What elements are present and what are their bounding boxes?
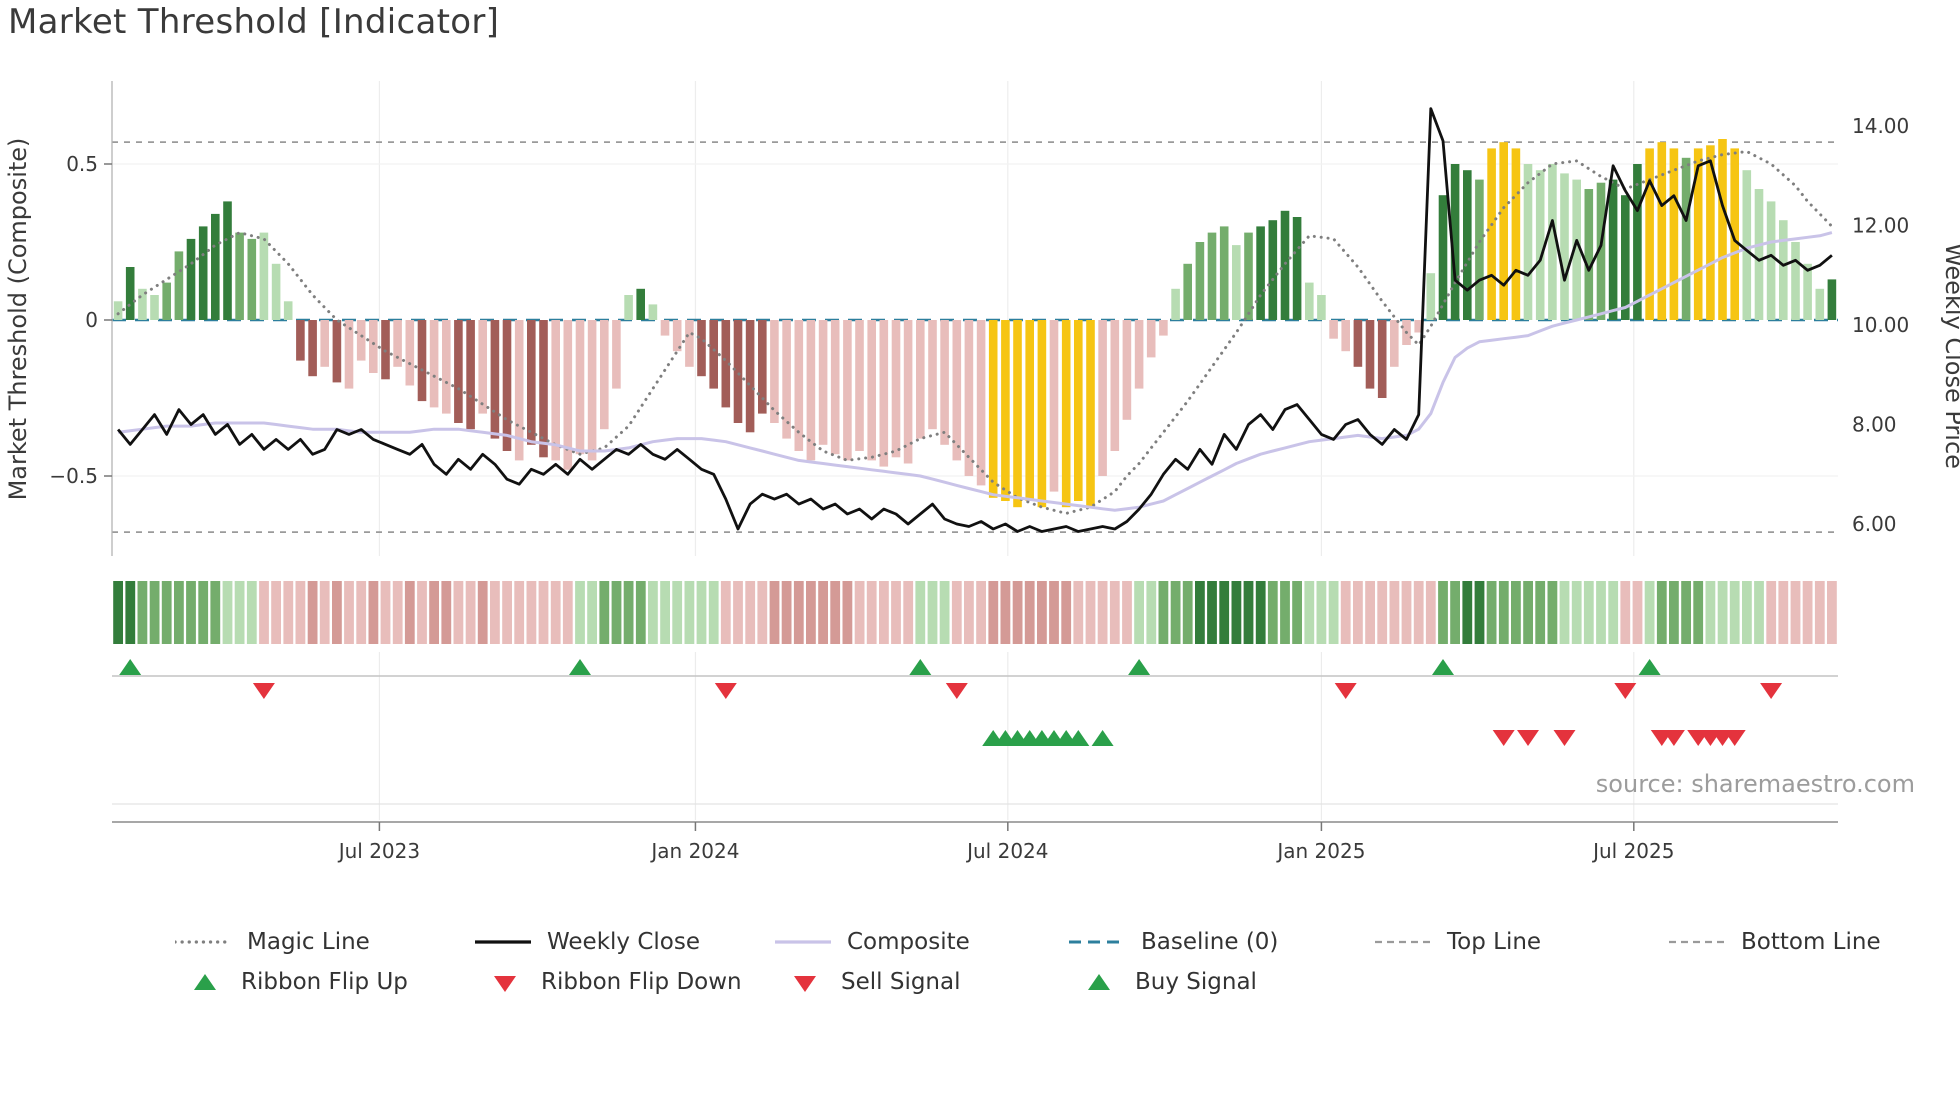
buy-signal-markers	[982, 730, 1114, 746]
legend-item-bottom-line: Bottom Line	[1669, 927, 1881, 957]
x-tick-label: Jan 2025	[1275, 839, 1365, 863]
right-tick-label: 14.00	[1852, 114, 1909, 138]
flip-up-markers	[119, 659, 1661, 675]
legend-label: Weekly Close	[547, 928, 700, 955]
ribbon-flip-up-marker	[1638, 659, 1661, 675]
legend-line-swatch	[175, 940, 231, 944]
source-text: source: sharemaestro.com	[1596, 770, 1915, 798]
legend-item-composite: Composite	[775, 927, 970, 957]
ribbon-flip-up-marker	[909, 659, 932, 675]
x-axis: Jul 2023 Jan 2024 Jul 2024 Jan 2025 Jul 2025	[112, 675, 1838, 863]
x-tick-label: Jul 2024	[965, 839, 1048, 863]
buy-signal-marker	[1067, 730, 1090, 746]
right-axis: 14.00 12.00 10.00 8.00 6.00	[1852, 114, 1909, 536]
legend-item-magic-line: Magic Line	[175, 927, 370, 957]
triangle-up-icon	[1088, 974, 1110, 990]
right-axis-title: Weekly Close Price	[1940, 243, 1960, 469]
chart-legend: Magic Line Weekly Close Composite Baseline …	[0, 915, 1960, 1035]
triangle-down-icon	[494, 976, 516, 992]
ribbon-flip-up-marker	[119, 659, 142, 675]
left-tick-label: 0.5	[66, 152, 98, 176]
ribbon-flip-down-marker	[1614, 683, 1637, 699]
triangle-down-icon	[794, 976, 816, 992]
right-tick-label: 10.00	[1852, 313, 1909, 337]
legend-item-ribbon-flip-down: Ribbon Flip Down	[485, 967, 742, 997]
triangle-up-icon	[194, 974, 216, 990]
x-tick-label: Jan 2024	[649, 839, 739, 863]
page-title: Market Threshold [Indicator]	[8, 2, 500, 42]
right-tick-label: 8.00	[1852, 413, 1897, 437]
ribbon-flip-down-marker	[252, 683, 275, 699]
legend-label: Buy Signal	[1135, 968, 1257, 995]
left-axis: 0.5 0 −0.5	[49, 81, 113, 556]
legend-item-ribbon-flip-up: Ribbon Flip Up	[185, 967, 408, 997]
weekly-close-layer	[117, 107, 1833, 533]
ribbon-flip-up-marker	[1432, 659, 1454, 675]
legend-item-sell-signal: Sell Signal	[785, 967, 961, 997]
legend-label: Sell Signal	[841, 968, 961, 995]
legend-item-baseline-0: Baseline (0)	[1069, 927, 1278, 957]
threshold-bars	[113, 139, 1837, 508]
left-tick-label: 0	[85, 308, 98, 332]
sell-signal-marker	[1517, 730, 1539, 746]
legend-line-swatch	[475, 940, 531, 944]
sell-signal-marker	[1553, 730, 1576, 746]
sell-signal-marker	[1492, 730, 1515, 746]
magic-line-layer	[116, 149, 1834, 515]
ribbon-flip-down-marker	[1760, 683, 1783, 699]
sell-signal-markers	[1492, 730, 1746, 746]
legend-line-swatch	[1375, 940, 1431, 944]
ribbon-flip-down-marker	[945, 683, 968, 699]
legend-label: Baseline (0)	[1141, 928, 1279, 955]
sell-signal-marker	[1723, 730, 1746, 746]
sell-signal-marker	[1662, 730, 1685, 746]
legend-line-swatch	[1669, 940, 1725, 944]
legend-label: Ribbon Flip Up	[241, 968, 408, 995]
flip-down-markers	[252, 683, 1783, 699]
legend-item-top-line: Top Line	[1375, 927, 1541, 957]
legend-label: Top Line	[1447, 928, 1542, 955]
composite-line	[117, 231, 1833, 512]
ribbon-flip-up-marker	[569, 659, 591, 675]
ribbon-flip-down-marker	[714, 683, 737, 699]
legend-item-buy-signal: Buy Signal	[1079, 967, 1257, 997]
ribbon-strip	[113, 581, 1837, 644]
legend-label: Ribbon Flip Down	[541, 968, 742, 995]
right-tick-label: 6.00	[1852, 512, 1897, 536]
buy-signal-marker	[1091, 730, 1114, 746]
magic-line	[116, 149, 1834, 515]
x-tick-label: Jul 2025	[1591, 839, 1674, 863]
legend-label: Bottom Line	[1741, 928, 1881, 955]
legend-line-swatch	[775, 940, 831, 944]
composite-line-layer	[117, 231, 1833, 512]
legend-item-weekly-close: Weekly Close	[475, 927, 700, 957]
ribbon-flip-up-marker	[1128, 659, 1151, 675]
left-axis-title: Market Threshold (Composite)	[4, 138, 32, 501]
left-tick-label: −0.5	[49, 464, 98, 488]
x-tick-label: Jul 2023	[337, 839, 420, 863]
legend-label: Composite	[847, 928, 970, 955]
ribbon-flip-down-marker	[1334, 683, 1357, 699]
legend-label: Magic Line	[247, 928, 370, 955]
weekly-close-line	[117, 107, 1833, 533]
legend-line-swatch	[1069, 940, 1125, 944]
right-tick-label: 12.00	[1852, 214, 1909, 238]
